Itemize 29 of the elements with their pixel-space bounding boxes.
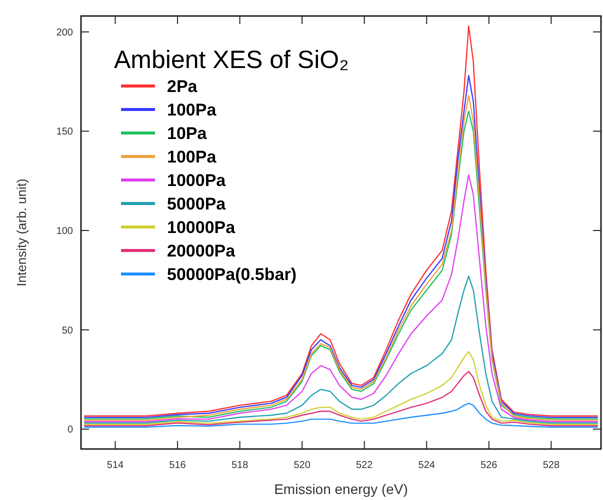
y-tick-label: 100 — [56, 226, 74, 238]
legend-label: 100Pa — [167, 100, 217, 120]
x-tick-label: 522 — [356, 460, 374, 471]
x-tick-label: 520 — [294, 460, 311, 471]
x-tick-label: 526 — [480, 460, 498, 471]
legend-label: 50000Pa(0.5bar) — [167, 265, 296, 284]
legend-label: 100Pa — [167, 148, 217, 166]
y-tick-label: 50 — [62, 325, 74, 336]
legend-label: 10000Pa — [167, 218, 236, 237]
y-tick-label: 200 — [56, 27, 74, 38]
line-series — [84, 402, 598, 428]
text: Ambient XES of SiO₂ — [114, 46, 349, 74]
legend-label: 1000Pa — [167, 171, 226, 190]
legend-label: 5000Pa — [167, 194, 226, 214]
line-series — [84, 351, 598, 425]
y-tick-label: 0 — [67, 424, 74, 436]
x-axis-title: Emission energy (eV) — [274, 481, 408, 497]
legend-label: 10Pa — [167, 124, 208, 143]
legend-label: 20000Pa — [167, 242, 236, 260]
x-tick-label: 516 — [169, 460, 186, 471]
y-axis-title: Intensity (arb. unit) — [14, 178, 29, 286]
x-tick-label: 528 — [542, 460, 560, 471]
legend-label: 2Pa — [167, 77, 198, 96]
line-series — [84, 370, 598, 426]
line-series — [84, 174, 598, 422]
x-tick-label: 524 — [418, 460, 436, 471]
x-tick-label: 518 — [231, 460, 249, 471]
y-tick-label: 150 — [56, 126, 74, 138]
x-tick-label: 514 — [106, 460, 124, 471]
